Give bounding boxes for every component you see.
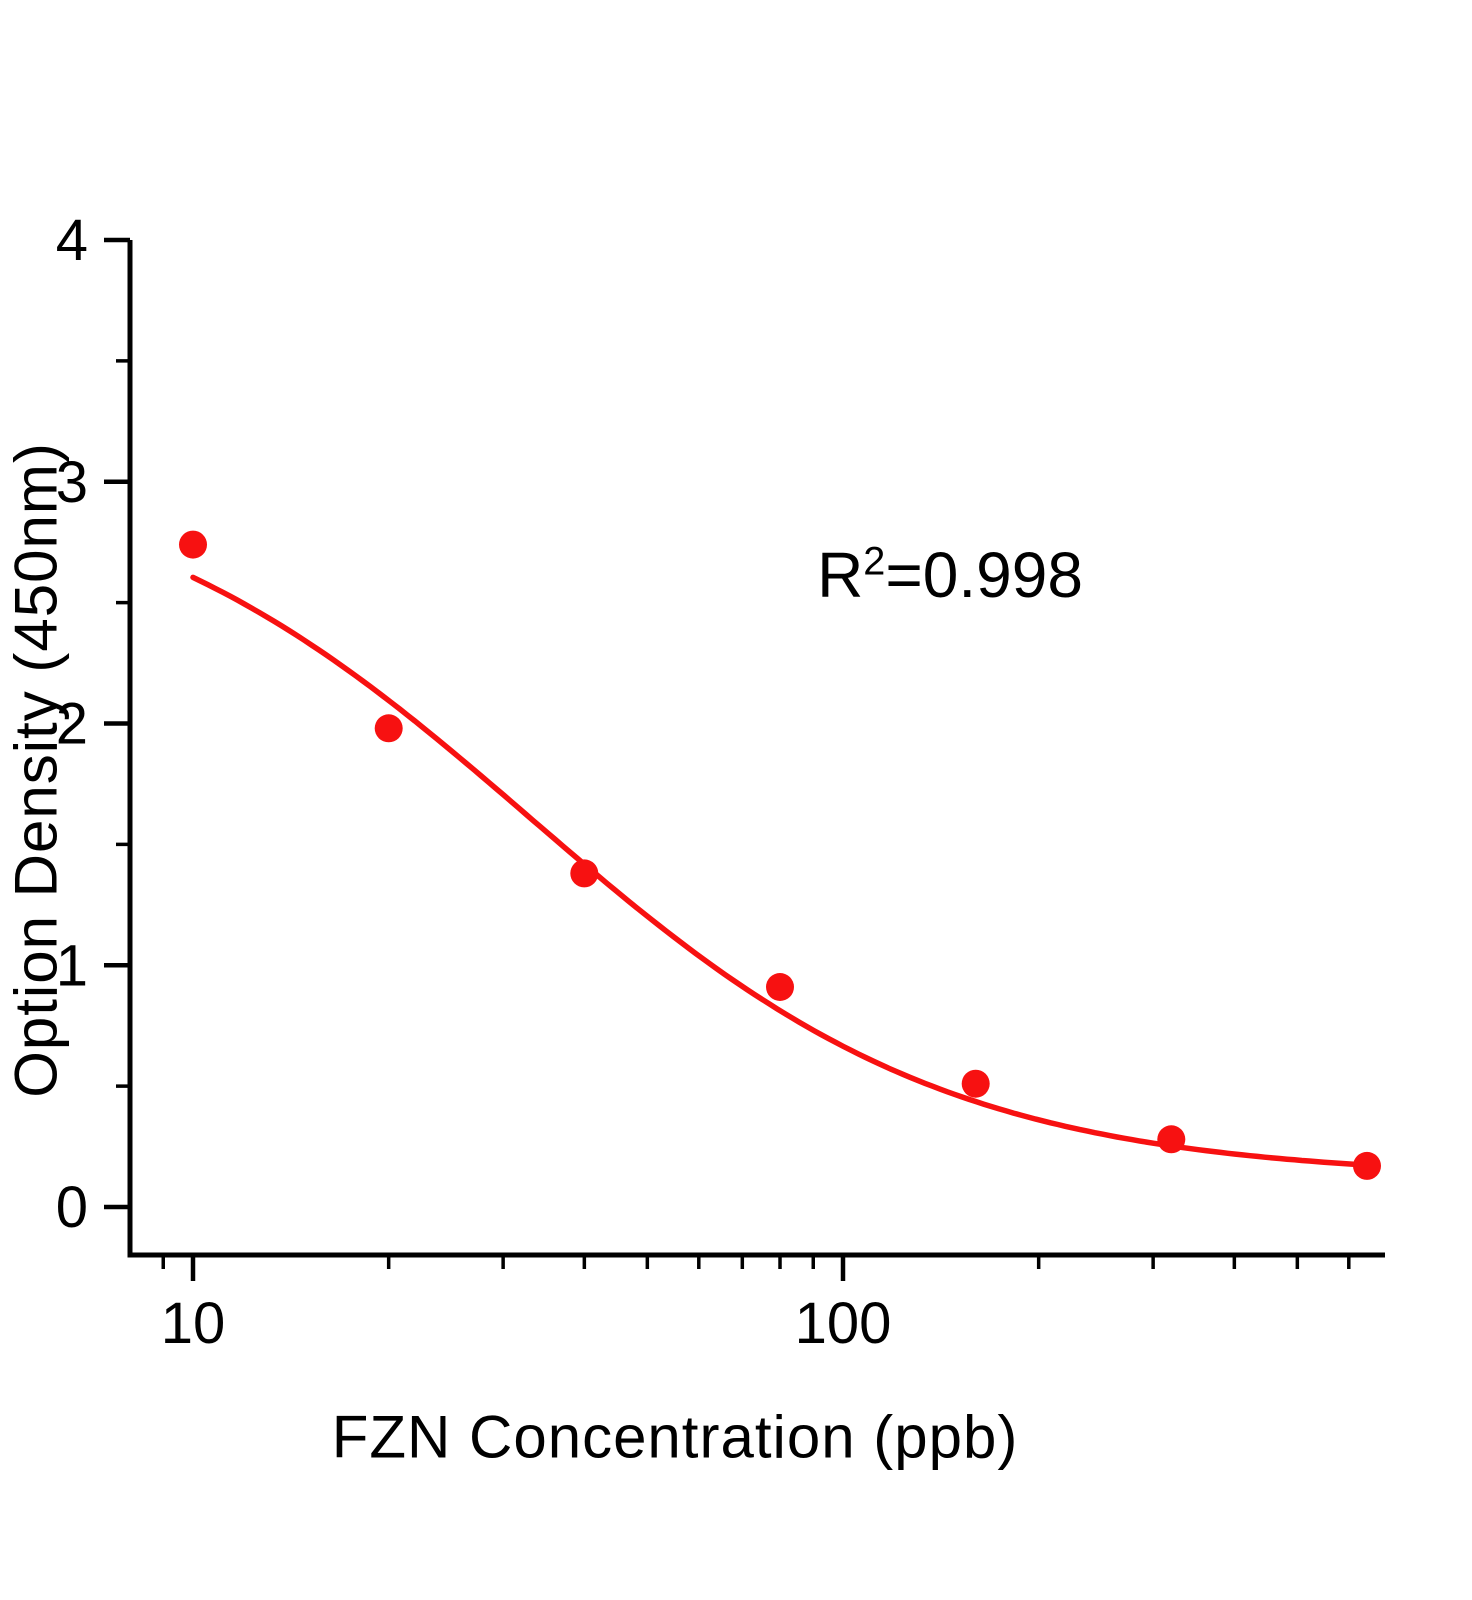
x-tick-label: 100 [795, 1291, 892, 1356]
data-point [1157, 1125, 1186, 1154]
data-point [961, 1069, 990, 1098]
y-tick-label: 4 [56, 208, 88, 273]
r-squared-value: =0.998 [885, 539, 1083, 611]
y-tick-label: 2 [56, 692, 88, 757]
data-point [1353, 1151, 1381, 1180]
r-squared-annotation: R2=0.998 [817, 538, 1083, 612]
x-axis-title: FZN Concentration (ppb) [331, 1403, 1019, 1471]
y-axis-title: Option Density (450nm) [2, 442, 70, 1098]
data-point [374, 714, 403, 743]
r-squared-exponent: 2 [863, 539, 886, 584]
y-tick-label: 1 [56, 933, 88, 998]
r-squared-base: R [817, 539, 864, 611]
data-point [570, 859, 599, 888]
data-point [179, 530, 207, 559]
fit-curve [190, 574, 1379, 1169]
data-point [766, 973, 794, 1001]
x-tick-label: 10 [161, 1291, 226, 1356]
y-tick-label: 0 [56, 1175, 88, 1240]
y-tick-label: 3 [56, 450, 88, 515]
